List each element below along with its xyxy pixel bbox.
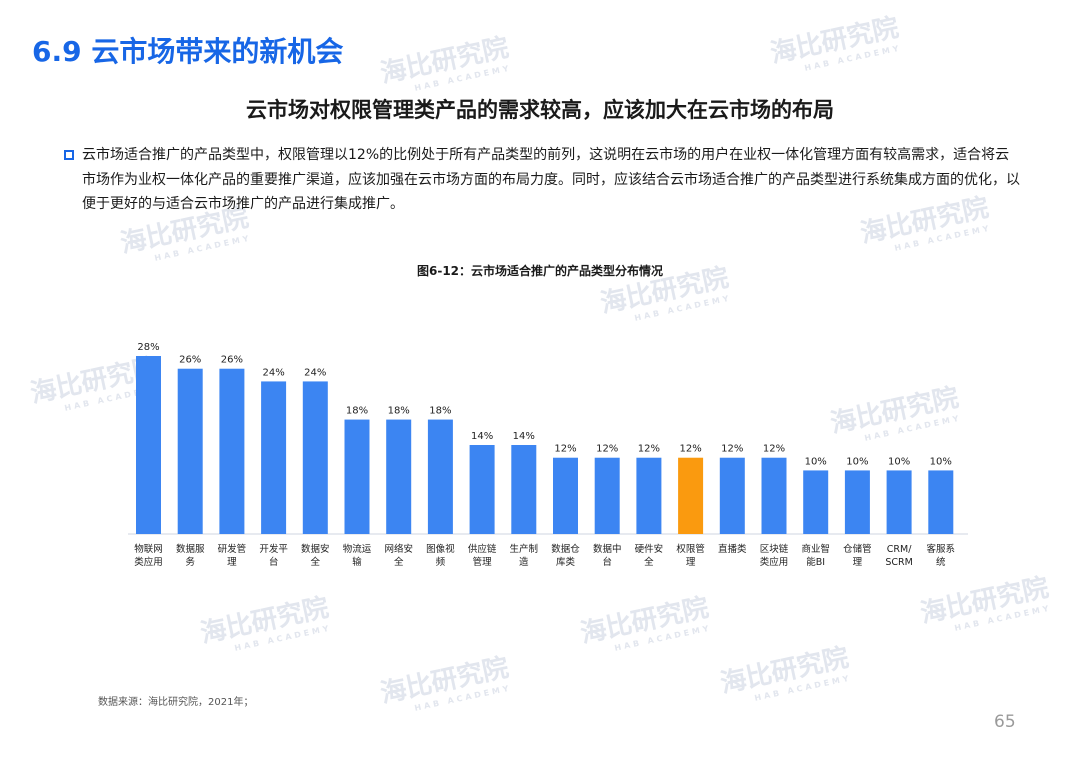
data-label: 18%	[388, 406, 410, 417]
data-label: 28%	[137, 342, 159, 353]
category-label: 统	[936, 556, 946, 568]
category-label: 全	[394, 556, 404, 568]
data-label: 24%	[304, 367, 326, 378]
data-label: 14%	[471, 431, 493, 442]
data-label: 12%	[763, 444, 785, 455]
bar	[678, 457, 704, 534]
data-label: 14%	[513, 431, 535, 442]
category-label: 理	[853, 557, 863, 568]
data-label: 18%	[346, 406, 368, 417]
category-label: 理	[227, 557, 237, 568]
category-label: 类应用	[134, 556, 163, 568]
bar	[136, 356, 161, 534]
category-label: 库类	[556, 556, 576, 568]
category-label: 客服系	[927, 543, 956, 555]
category-label: 数据服	[176, 543, 205, 555]
bar	[886, 470, 912, 534]
bar	[177, 368, 203, 534]
data-label: 24%	[262, 367, 284, 378]
category-label: 仓储管	[843, 543, 872, 555]
headline: 云市场对权限管理类产品的需求较高，应该加大在云市场的布局	[246, 98, 834, 122]
category-label: 务	[185, 556, 195, 568]
bar	[386, 419, 412, 534]
data-label: 10%	[888, 456, 910, 467]
data-label: 12%	[596, 444, 618, 455]
category-label: 类应用	[760, 556, 789, 568]
category-label: 物联网	[134, 543, 163, 555]
bar	[427, 419, 453, 534]
bar	[719, 457, 745, 534]
chart-title: 图6-12：云市场适合推广的产品类型分布情况	[416, 264, 664, 278]
category-label: 商业智	[801, 543, 830, 555]
category-label: SCRM	[885, 557, 912, 568]
category-label: 理	[686, 557, 696, 568]
category-label: 台	[269, 556, 279, 568]
data-label: 18%	[429, 406, 451, 417]
bar	[219, 368, 245, 534]
bar	[803, 470, 829, 534]
data-label: 12%	[679, 444, 701, 455]
bar-chart: 28%物联网类应用26%数据服务26%研发管理24%开发平台24%数据安全18%…	[128, 342, 968, 568]
category-label: 研发管	[218, 543, 247, 555]
category-label: 图像视	[426, 543, 455, 555]
bullet-square-icon	[64, 150, 74, 160]
data-label: 12%	[554, 444, 576, 455]
category-label: 造	[519, 556, 529, 568]
bar	[344, 419, 370, 534]
category-label: 全	[644, 556, 654, 568]
category-label: 管理	[473, 556, 493, 568]
bar	[636, 457, 662, 534]
category-label: 直播类	[718, 543, 747, 555]
category-label: CRM/	[887, 544, 912, 555]
bar	[469, 445, 495, 534]
bar	[844, 470, 870, 534]
category-label: 能BI	[806, 556, 825, 568]
watermark: 海比研究院 HAB ACADEMY	[197, 592, 333, 653]
category-label: 供应链	[468, 543, 497, 555]
category-label: 数据中	[593, 543, 622, 555]
bar	[511, 445, 537, 534]
watermark: 海比研究院 HAB ACADEMY	[717, 642, 853, 703]
data-label: 12%	[638, 444, 660, 455]
watermark: 海比研究院 HAB ACADEMY	[577, 592, 713, 653]
category-label: 硬件安	[635, 543, 664, 555]
category-label: 输	[352, 556, 362, 568]
data-label: 26%	[221, 355, 243, 366]
category-label: 物流运	[343, 543, 372, 555]
bar	[302, 381, 328, 534]
page-number: 65	[994, 712, 1016, 732]
category-label: 全	[311, 556, 321, 568]
category-label: 生产制	[510, 543, 539, 555]
data-label: 10%	[805, 456, 827, 467]
watermark: 海比研究院 HAB ACADEMY	[377, 652, 513, 713]
bar	[261, 381, 287, 534]
bar	[928, 470, 954, 534]
category-label: 台	[602, 556, 612, 568]
data-source-note: 数据来源：海比研究院，2021年；	[98, 697, 254, 708]
category-label: 权限管	[676, 543, 705, 555]
bar	[594, 457, 620, 534]
category-label: 区块链	[760, 543, 789, 555]
data-label: 10%	[846, 456, 868, 467]
data-label: 26%	[179, 355, 201, 366]
category-label: 数据仓	[551, 543, 580, 555]
category-label: 频	[436, 556, 446, 568]
bar	[553, 457, 578, 534]
data-label: 10%	[930, 456, 952, 467]
section-title: 6.9 云市场带来的新机会	[32, 35, 344, 68]
category-label: 数据安	[301, 543, 330, 555]
category-label: 开发平	[259, 543, 288, 555]
watermark: 海比研究院 HAB ACADEMY	[377, 32, 513, 93]
category-label: 网络安	[384, 543, 413, 555]
bar	[761, 457, 787, 534]
body-paragraph: 云市场适合推广的产品类型中，权限管理以12%的比例处于所有产品类型的前列，这说明…	[82, 147, 1020, 212]
watermark: 海比研究院 HAB ACADEMY	[767, 12, 903, 73]
data-label: 12%	[721, 444, 743, 455]
